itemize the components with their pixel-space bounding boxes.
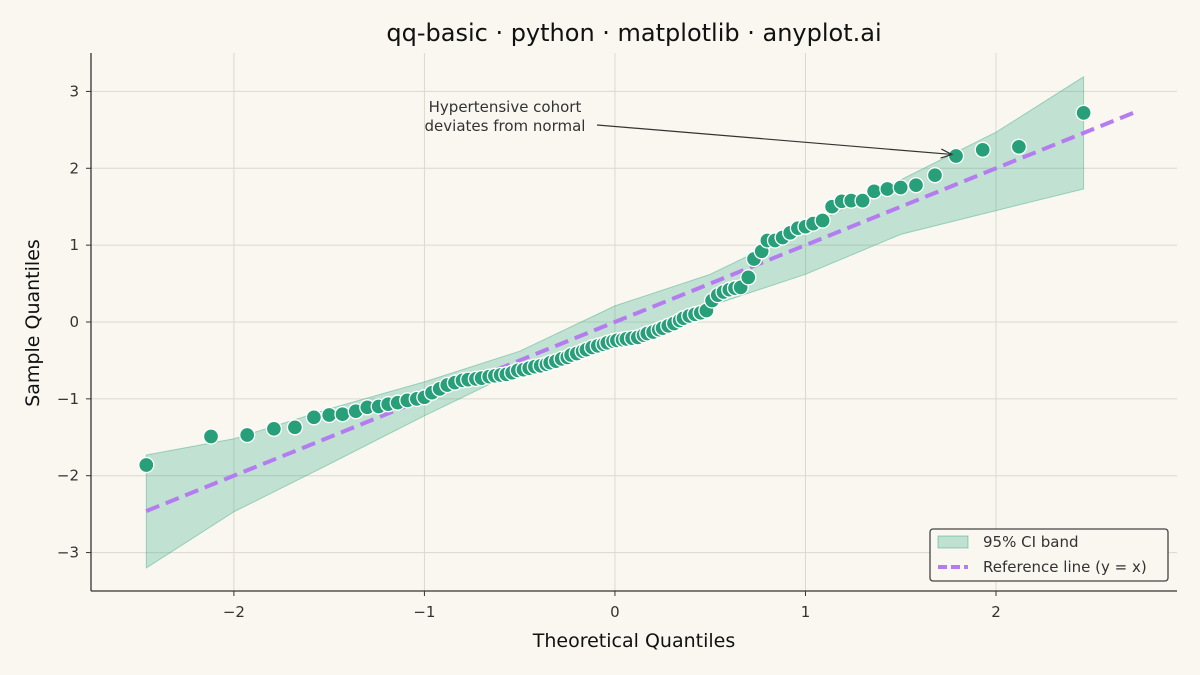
y-axis-label: Sample Quantiles bbox=[22, 239, 44, 407]
data-points bbox=[138, 104, 1092, 474]
y-tick-label: 0 bbox=[69, 313, 79, 331]
annotation-arrowhead bbox=[940, 148, 954, 159]
data-point bbox=[286, 419, 304, 436]
data-point bbox=[854, 192, 871, 209]
data-point bbox=[1010, 138, 1028, 155]
legend-band-label: 95% CI band bbox=[983, 533, 1079, 551]
annotation-line-2: deviates from normal bbox=[425, 117, 586, 135]
x-tick-label: 0 bbox=[610, 603, 620, 621]
y-tick-label: 3 bbox=[69, 82, 79, 100]
reference-line-path bbox=[145, 111, 1134, 513]
data-point bbox=[740, 269, 757, 286]
data-point bbox=[265, 420, 283, 437]
y-tick-label: 1 bbox=[69, 236, 79, 254]
annotation-arrow bbox=[596, 124, 952, 156]
data-point bbox=[138, 456, 155, 474]
y-tick-label: −1 bbox=[57, 390, 79, 408]
y-tick-label: −2 bbox=[57, 467, 79, 485]
chart-title: qq-basic · python · matplotlib · anyplot… bbox=[386, 19, 881, 47]
annotation: Hypertensive cohort deviates from normal bbox=[425, 98, 954, 159]
data-point bbox=[239, 426, 256, 444]
x-tick-label: −2 bbox=[223, 603, 245, 621]
legend-line-label: Reference line (y = x) bbox=[983, 558, 1147, 576]
gridlines bbox=[91, 53, 1177, 591]
y-tick-label: −3 bbox=[57, 544, 79, 562]
data-point bbox=[865, 183, 883, 200]
data-point bbox=[907, 177, 925, 194]
x-tick-label: 1 bbox=[801, 603, 811, 621]
data-point bbox=[974, 141, 991, 158]
legend-band-swatch bbox=[937, 535, 969, 549]
legend-box bbox=[929, 528, 1169, 582]
data-point bbox=[926, 167, 944, 184]
annotation-line-1: Hypertensive cohort bbox=[429, 98, 582, 116]
reference-line bbox=[145, 111, 1134, 513]
x-axis-label: Theoretical Quantiles bbox=[532, 630, 735, 652]
y-tick-label: 2 bbox=[69, 159, 79, 177]
data-point bbox=[202, 428, 220, 445]
legend: 95% CI band Reference line (y = x) bbox=[929, 528, 1169, 582]
data-point bbox=[305, 409, 323, 426]
data-point bbox=[947, 147, 965, 165]
tick-labels: −2 −1 0 1 2 −3 −2 −1 0 1 2 3 bbox=[57, 82, 1001, 621]
data-point bbox=[892, 179, 909, 196]
data-point bbox=[814, 212, 831, 229]
data-point bbox=[1075, 104, 1092, 122]
data-point bbox=[879, 180, 896, 198]
x-tick-label: −1 bbox=[413, 603, 435, 621]
x-tick-label: 2 bbox=[991, 603, 1001, 621]
data-point bbox=[334, 406, 351, 423]
